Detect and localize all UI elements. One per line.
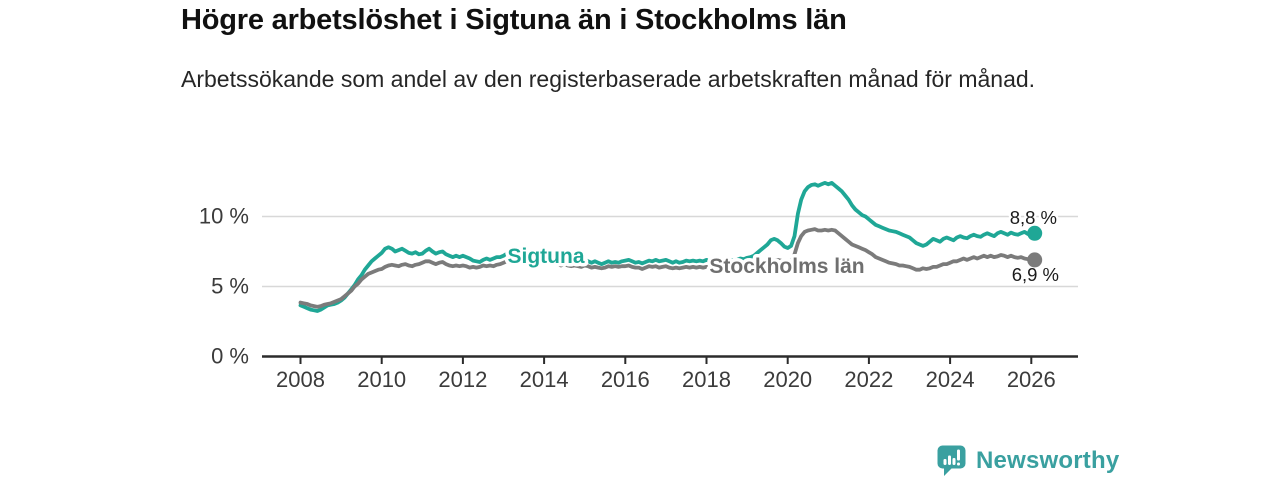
gridlines bbox=[262, 215, 1078, 288]
newsworthy-logo: Newsworthy bbox=[936, 444, 1119, 477]
bar-3 bbox=[952, 458, 956, 465]
x-tick-label: 2020 bbox=[763, 367, 812, 392]
x-tick-label: 2012 bbox=[438, 367, 487, 392]
exclamation-bar bbox=[957, 449, 960, 461]
exclamation-dot bbox=[957, 462, 960, 466]
chart-title: Högre arbetslöshet i Sigtuna än i Stockh… bbox=[181, 4, 847, 36]
brand-name: Newsworthy bbox=[976, 446, 1120, 474]
x-tick-label: 2008 bbox=[276, 367, 325, 392]
series-label-sigtuna: Sigtuna bbox=[508, 245, 585, 268]
x-axis: 2008 2010 2012 2014 2016 2018 2020 2022 2024 2026 bbox=[262, 355, 1078, 392]
x-tick-label: 2016 bbox=[601, 367, 650, 392]
series-line-0 bbox=[298, 180, 1037, 313]
x-tick-label: 2010 bbox=[357, 367, 406, 392]
x-tick-label: 2024 bbox=[926, 367, 975, 392]
series-line-1 bbox=[298, 227, 1037, 309]
x-tick-label: 2018 bbox=[682, 367, 731, 392]
series-end-dots bbox=[1027, 225, 1043, 268]
end-value-labels: 8,8 % 6,9 % bbox=[1007, 205, 1061, 288]
series-inline-labels: Sigtuna Stockholms län bbox=[504, 242, 868, 282]
y-tick-label-10: 10 % bbox=[199, 204, 249, 229]
bubble-shape bbox=[937, 445, 966, 476]
speech-bubble-bar-chart-icon bbox=[937, 445, 966, 476]
series-label-stockholms-lan: Stockholms län bbox=[709, 255, 864, 278]
series-end-dot-0 bbox=[1027, 225, 1043, 241]
series-lines bbox=[298, 180, 1037, 313]
x-tick-label: 2026 bbox=[1007, 367, 1056, 392]
series-end-dot-1 bbox=[1027, 252, 1043, 268]
bar-1 bbox=[943, 459, 947, 465]
x-tick-label: 2014 bbox=[520, 367, 569, 392]
y-axis-labels: 10 % 5 % 0 % bbox=[199, 204, 249, 369]
bar-2 bbox=[948, 455, 951, 465]
x-tick-label: 2022 bbox=[844, 367, 893, 392]
y-tick-label-5: 5 % bbox=[211, 274, 249, 299]
end-value-stockholms-lan: 6,9 % bbox=[1012, 264, 1059, 285]
end-value-sigtuna: 8,8 % bbox=[1010, 207, 1057, 228]
chart-subtitle: Arbetssökande som andel av den registerb… bbox=[181, 66, 1036, 92]
y-tick-label-0: 0 % bbox=[211, 344, 249, 369]
